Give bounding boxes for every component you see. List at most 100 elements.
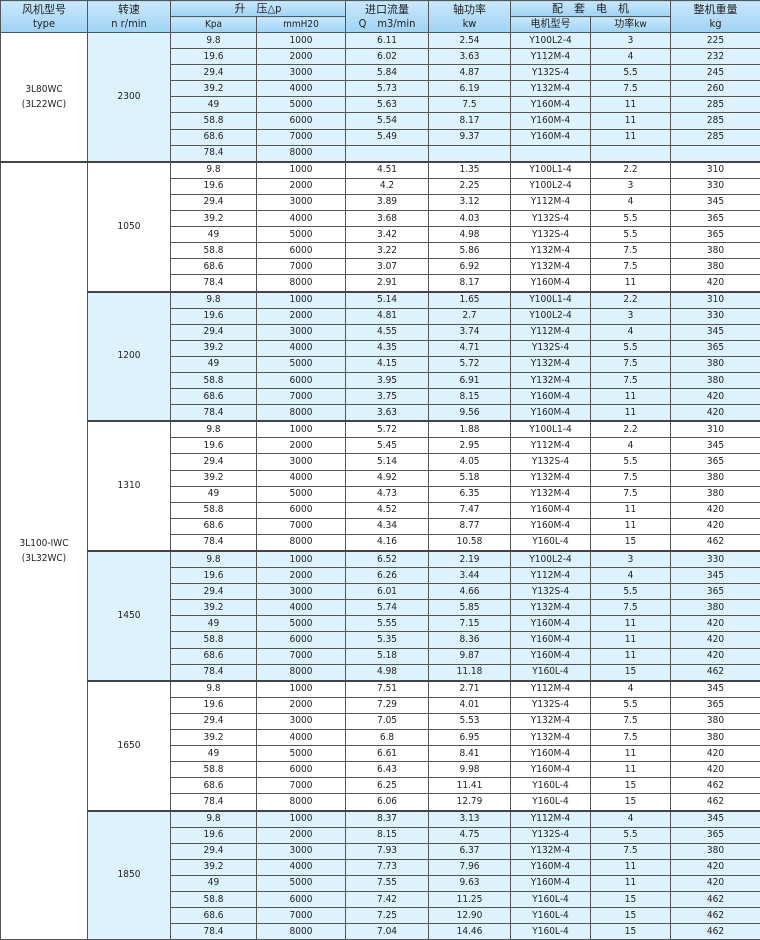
flow-cell: 4.51 (346, 162, 429, 179)
flow-cell: 7.05 (346, 713, 429, 729)
motor-model-cell: Y100L2-4 (511, 33, 591, 49)
flow-cell: 6.01 (346, 584, 429, 600)
motor-model-cell: Y160M-4 (511, 97, 591, 113)
shaft-power-cell: 5.72 (429, 356, 511, 372)
motor-power-cell: 11 (591, 859, 671, 875)
flow-cell: 6.11 (346, 33, 429, 49)
flow-cell: 2.91 (346, 275, 429, 292)
shaft-power-cell: 6.19 (429, 81, 511, 97)
mmh2o-cell: 1000 (257, 33, 346, 49)
mmh2o-cell: 1000 (257, 421, 346, 438)
motor-model-cell: Y160M-4 (511, 875, 591, 891)
motor-power-cell: 5.5 (591, 340, 671, 356)
shaft-power-cell: 9.63 (429, 875, 511, 891)
kpa-cell: 19.6 (171, 308, 257, 324)
kpa-cell: 19.6 (171, 827, 257, 843)
motor-power-cell: 7.5 (591, 81, 671, 97)
motor-power-cell: 11 (591, 648, 671, 664)
motor-model-cell: Y160M-4 (511, 616, 591, 632)
kpa-cell: 29.4 (171, 65, 257, 81)
motor-power-cell: 3 (591, 178, 671, 194)
mmh2o-cell: 1000 (257, 811, 346, 828)
weight-cell: 310 (671, 421, 760, 438)
mmh2o-cell: 5000 (257, 356, 346, 372)
motor-power-cell: 11 (591, 405, 671, 422)
mmh2o-cell: 8000 (257, 405, 346, 422)
flow-cell (346, 145, 429, 162)
weight-cell: 380 (671, 259, 760, 275)
motor-model-cell: Y132S-4 (511, 697, 591, 713)
shaft-power-cell: 4.03 (429, 211, 511, 227)
weight-cell: 345 (671, 194, 760, 210)
motor-power-cell: 11 (591, 129, 671, 145)
shaft-power-cell: 8.41 (429, 746, 511, 762)
shaft-power-cell: 12.79 (429, 794, 511, 811)
flow-cell: 5.14 (346, 292, 429, 309)
mmh2o-cell: 8000 (257, 664, 346, 681)
motor-model-cell: Y112M-4 (511, 568, 591, 584)
flow-cell: 4.92 (346, 470, 429, 486)
motor-power-cell: 15 (591, 664, 671, 681)
shaft-power-cell: 8.77 (429, 518, 511, 534)
weight-cell: 420 (671, 875, 760, 891)
motor-model-cell: Y160M-4 (511, 762, 591, 778)
weight-cell: 420 (671, 762, 760, 778)
kpa-cell: 29.4 (171, 584, 257, 600)
motor-power-cell: 7.5 (591, 486, 671, 502)
shaft-power-cell: 6.37 (429, 843, 511, 859)
shaft-power-cell: 11.18 (429, 664, 511, 681)
kpa-cell: 68.6 (171, 129, 257, 145)
motor-model-cell: Y132M-4 (511, 81, 591, 97)
motor-model-cell: Y132S-4 (511, 584, 591, 600)
flow-cell: 7.55 (346, 875, 429, 891)
header-shaft-en: kw (463, 17, 477, 30)
shaft-power-cell: 2.54 (429, 33, 511, 49)
speed-cell: 1450 (88, 551, 171, 681)
motor-power-cell: 11 (591, 502, 671, 518)
shaft-power-cell: 4.01 (429, 697, 511, 713)
motor-power-cell: 11 (591, 275, 671, 292)
motor-power-cell: 7.5 (591, 356, 671, 372)
flow-cell: 7.93 (346, 843, 429, 859)
kpa-cell: 29.4 (171, 194, 257, 210)
motor-model-cell: Y160M-4 (511, 389, 591, 405)
weight-cell: 245 (671, 65, 760, 81)
flow-cell: 7.25 (346, 908, 429, 924)
weight-cell: 380 (671, 600, 760, 616)
shaft-power-cell: 4.75 (429, 827, 511, 843)
header-type-cn: 风机型号 (22, 3, 66, 16)
flow-cell: 4.81 (346, 308, 429, 324)
fan-type-cell: 3L100-ⅠWC (3L32WC) (1, 162, 88, 940)
motor-power-cell: 5.5 (591, 454, 671, 470)
shaft-power-cell: 5.18 (429, 470, 511, 486)
motor-model-cell: Y160M-4 (511, 502, 591, 518)
weight-cell: 310 (671, 162, 760, 179)
kpa-cell: 9.8 (171, 421, 257, 438)
mmh2o-cell: 7000 (257, 518, 346, 534)
flow-cell: 6.06 (346, 794, 429, 811)
motor-model-cell: Y100L2-4 (511, 308, 591, 324)
mmh2o-cell: 6000 (257, 762, 346, 778)
mmh2o-cell: 7000 (257, 389, 346, 405)
motor-model-cell: Y132M-4 (511, 470, 591, 486)
flow-cell: 5.74 (346, 600, 429, 616)
shaft-power-cell: 5.53 (429, 713, 511, 729)
flow-cell: 3.95 (346, 372, 429, 388)
weight-cell: 380 (671, 243, 760, 259)
shaft-power-cell: 7.96 (429, 859, 511, 875)
flow-cell: 5.73 (346, 81, 429, 97)
weight-cell: 345 (671, 324, 760, 340)
weight-cell: 380 (671, 356, 760, 372)
flow-cell: 6.25 (346, 778, 429, 794)
flow-cell: 5.35 (346, 632, 429, 648)
kpa-cell: 49 (171, 97, 257, 113)
motor-power-cell: 2.2 (591, 162, 671, 179)
motor-model-cell: Y160M-4 (511, 648, 591, 664)
mmh2o-cell: 3000 (257, 843, 346, 859)
motor-power-cell: 5.5 (591, 584, 671, 600)
kpa-cell: 39.2 (171, 859, 257, 875)
weight-cell: 330 (671, 178, 760, 194)
weight-cell: 285 (671, 129, 760, 145)
